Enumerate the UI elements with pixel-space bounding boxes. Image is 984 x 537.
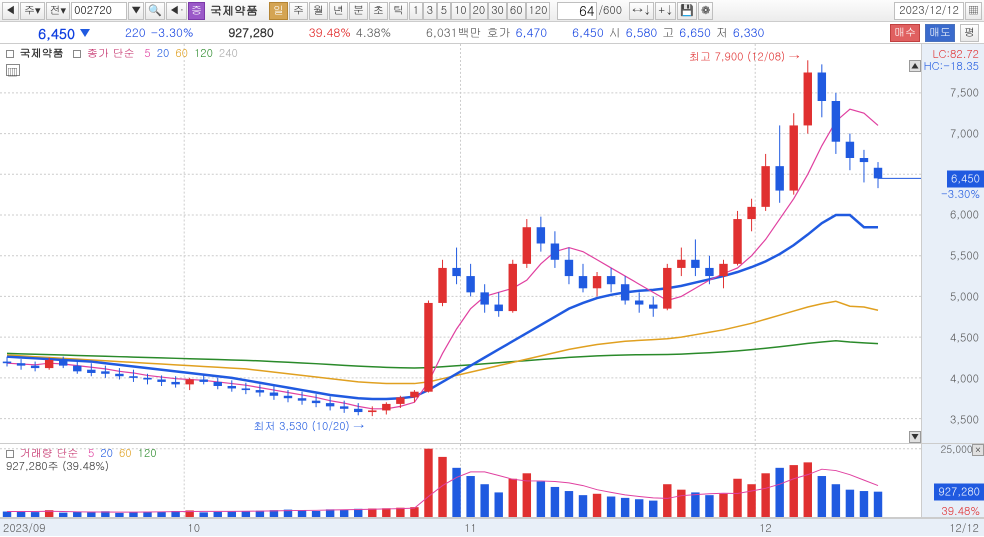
svg-text:최저 3,530 (10/20) →: 최저 3,530 (10/20) → xyxy=(253,419,364,434)
y-tick-label: 6,000 xyxy=(950,208,979,223)
amount-value: 6,031백만 xyxy=(426,24,482,41)
code-dropdown-icon[interactable]: ▼ xyxy=(128,2,144,20)
last-price: 6,450 xyxy=(5,23,75,43)
scroll-down-button[interactable]: ▼ xyxy=(909,431,921,443)
open-label: 시 xyxy=(609,24,621,41)
legend-stock-name: 국제약품 xyxy=(20,46,64,61)
price-yaxis: LC:82.72 HC:-18.35 3,5004,0004,5005,0005… xyxy=(922,44,984,443)
volume-pct: 39.48% xyxy=(309,24,351,41)
change-value: 220 xyxy=(125,24,146,41)
volume-flag: 927,280 xyxy=(934,484,984,501)
high-price: 6,650 xyxy=(679,24,711,41)
ma-5-legend: 5 xyxy=(144,46,150,61)
tf-min-button[interactable]: 분 xyxy=(349,2,368,20)
price-chart[interactable]: 국제약품 종가 단순 5 20 60 120 240 ▥ 최고 7,900 (12/08… xyxy=(0,44,984,444)
x-tick-label: 12 xyxy=(759,521,772,536)
expand-button[interactable]: × xyxy=(972,444,984,456)
quote-bar: 6,450 220 -3.30% 927,280 39.48% 4.38% 6,… xyxy=(0,22,984,44)
market-badge: 증 xyxy=(188,2,205,20)
tf-sec-button[interactable]: 초 xyxy=(369,2,388,20)
tf-5-button[interactable]: 5 xyxy=(437,2,451,20)
chart-container: 국제약품 종가 단순 5 20 60 120 240 ▥ 최고 7,900 (12/08… xyxy=(0,44,984,536)
y-tick-label: 4,000 xyxy=(950,371,979,386)
y-tick-label: 3,500 xyxy=(950,412,979,427)
tf-120-button[interactable]: 120 xyxy=(526,2,551,20)
y-tick-label: 7,000 xyxy=(950,126,979,141)
checkbox-icon[interactable] xyxy=(6,450,14,458)
buy-button[interactable]: 매수 xyxy=(890,24,920,42)
tf-3-button[interactable]: 3 xyxy=(423,2,437,20)
low-price: 6,330 xyxy=(733,24,765,41)
high-label: 고 xyxy=(662,24,674,41)
legend-close-label: 종가 단순 xyxy=(87,46,135,61)
volume-value: 927,280 xyxy=(228,24,273,41)
zoom-arrows-icon[interactable]: ↔↓ xyxy=(629,2,654,20)
hc-label: HC:-18.35 xyxy=(924,59,979,74)
stock-code-input[interactable] xyxy=(71,2,127,20)
evaluation-button[interactable]: 평 xyxy=(960,24,979,42)
ask-price: 6,470 xyxy=(516,24,548,41)
settings-icon[interactable]: ❁ xyxy=(698,2,713,20)
date-input[interactable]: 2023/12/12 xyxy=(894,2,964,20)
ma-60-legend: 60 xyxy=(175,46,188,61)
ma-120-legend: 120 xyxy=(194,46,213,61)
save-icon[interactable]: 💾 xyxy=(677,2,697,20)
sound-icon[interactable]: ◀· xyxy=(166,2,187,20)
down-arrow-icon xyxy=(80,29,90,37)
xaxis-current-date: 12/12 xyxy=(949,521,979,536)
sell-button[interactable]: 매도 xyxy=(925,24,955,42)
y-tick-label: 7,500 xyxy=(950,85,979,100)
price-flag: 6,450 xyxy=(947,170,984,187)
y-tick-label: 4,500 xyxy=(950,330,979,345)
x-tick-label: 2023/09 xyxy=(3,521,46,536)
low-label: 저 xyxy=(716,24,728,41)
tf-30-button[interactable]: 30 xyxy=(488,2,507,20)
tf-month-button[interactable]: 월 xyxy=(309,2,328,20)
svg-text:최고 7,900 (12/08) →: 최고 7,900 (12/08) → xyxy=(689,49,800,64)
tf-20-button[interactable]: 20 xyxy=(470,2,489,20)
stock-type-dropdown[interactable]: 주 ▾ xyxy=(20,2,45,20)
scroll-up-button[interactable]: ▲ xyxy=(909,60,921,72)
tf-day-button[interactable]: 일 xyxy=(269,2,288,20)
chart-icon-button[interactable]: ▥ xyxy=(6,62,22,77)
chart-type-icon: ▥ xyxy=(6,64,20,76)
tf-60-button[interactable]: 60 xyxy=(507,2,526,20)
tf-year-button[interactable]: 년 xyxy=(329,2,348,20)
overlay-svg: 최고 7,900 (12/08) → 최저 3,530 (10/20) → xyxy=(0,44,921,443)
vol-ma-120-legend: 120 xyxy=(138,446,157,461)
prev-dropdown[interactable]: 전 ▾ xyxy=(46,2,71,20)
bars-total: /600 xyxy=(598,3,622,18)
ma-20-legend: 20 xyxy=(157,46,170,61)
tf-tick-button[interactable]: 틱 xyxy=(389,2,408,20)
x-tick-label: 11 xyxy=(464,521,477,536)
change-pct: -3.30% xyxy=(151,24,194,41)
open-price: 6,580 xyxy=(626,24,658,41)
hoga-label: 호가 xyxy=(487,24,511,41)
turnover-pct: 4.38% xyxy=(356,24,391,41)
checkbox-icon[interactable] xyxy=(6,50,14,58)
change-flag: -3.30% xyxy=(937,187,984,202)
zoom-plus-icon[interactable]: +↓ xyxy=(655,2,676,20)
checkbox-icon[interactable] xyxy=(73,50,81,58)
tf-10-button[interactable]: 10 xyxy=(451,2,470,20)
toolbar-1: ◀ 주 ▾ 전 ▾ ▼ 🔍 ◀· 증 국제약품 일 주 월 년 분 초 틱 13… xyxy=(0,0,984,22)
bars-shown-input[interactable] xyxy=(557,2,597,20)
search-icon[interactable]: 🔍 xyxy=(145,2,165,20)
volume-chart[interactable]: 거래량 단순 52060120 927,280주 (39.48%) 25,000… xyxy=(0,444,984,518)
stock-name: 국제약품 xyxy=(206,2,262,19)
vol-ma-60-legend: 60 xyxy=(119,446,132,461)
bid-price: 6,450 xyxy=(572,24,604,41)
nav-left-icon[interactable]: ◀ xyxy=(2,2,19,20)
tf-1-button[interactable]: 1 xyxy=(409,2,423,20)
tf-week-button[interactable]: 주 xyxy=(289,2,308,20)
y-tick-label: 5,000 xyxy=(950,290,979,305)
volume-info: 927,280주 (39.48%) xyxy=(6,459,109,474)
x-tick-label: 10 xyxy=(187,521,200,536)
price-legend: 국제약품 종가 단순 5 20 60 120 240 xyxy=(6,46,244,61)
calendar-icon[interactable]: ▦ xyxy=(965,2,982,20)
ma-240-legend: 240 xyxy=(219,46,238,61)
y-tick-label: 5,500 xyxy=(950,249,979,264)
date-xaxis: 12/12 2023/09 10 11 12 xyxy=(0,518,984,536)
